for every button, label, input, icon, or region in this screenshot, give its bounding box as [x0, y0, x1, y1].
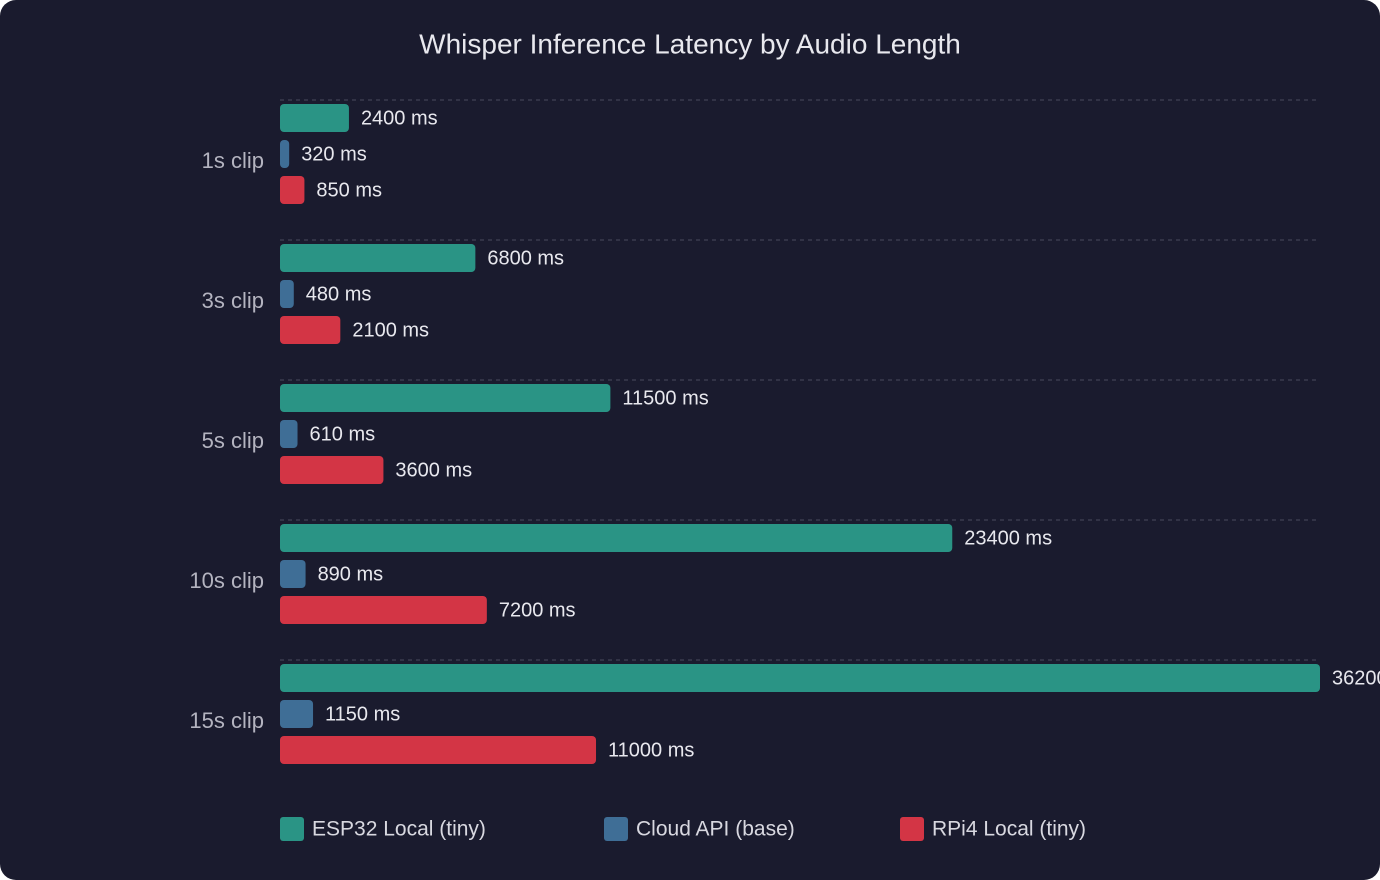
legend-swatch — [604, 817, 628, 841]
bar — [280, 596, 487, 624]
value-label: 6800 ms — [487, 247, 564, 269]
legend-swatch — [280, 817, 304, 841]
chart-title: Whisper Inference Latency by Audio Lengt… — [419, 28, 961, 59]
y-tick-label: 15s clip — [189, 708, 264, 733]
legend-label: RPi4 Local (tiny) — [932, 818, 1086, 841]
bar — [280, 244, 476, 272]
value-label: 11500 ms — [622, 387, 708, 409]
bar — [280, 456, 384, 484]
bar — [280, 560, 306, 588]
value-label: 7200 ms — [499, 599, 576, 621]
bar — [280, 316, 341, 344]
value-label: 11000 ms — [608, 739, 694, 761]
value-label: 850 ms — [316, 179, 382, 201]
bar — [280, 420, 298, 448]
bar — [280, 104, 349, 132]
legend-label: Cloud API (base) — [636, 818, 795, 841]
value-label: 610 ms — [310, 423, 376, 445]
y-tick-label: 10s clip — [189, 568, 264, 593]
bar — [280, 280, 294, 308]
value-label: 890 ms — [318, 563, 384, 585]
value-label: 1150 ms — [325, 703, 400, 725]
value-label: 2100 ms — [352, 319, 429, 341]
y-tick-label: 5s clip — [202, 428, 264, 453]
value-label: 3600 ms — [395, 459, 472, 481]
legend-label: ESP32 Local (tiny) — [312, 818, 486, 841]
value-label: 36200 ms — [1332, 667, 1380, 689]
value-label: 23400 ms — [964, 527, 1052, 549]
value-label: 480 ms — [306, 283, 372, 305]
bar — [280, 176, 305, 204]
bar — [280, 736, 597, 764]
bar — [280, 700, 314, 728]
bar — [280, 384, 611, 412]
bar — [280, 524, 953, 552]
bar — [280, 664, 1320, 692]
value-label: 2400 ms — [361, 107, 438, 129]
y-tick-label: 3s clip — [202, 288, 264, 313]
legend-swatch — [900, 817, 924, 841]
y-tick-label: 1s clip — [202, 148, 264, 173]
bar — [280, 140, 290, 168]
value-label: 320 ms — [301, 143, 367, 165]
